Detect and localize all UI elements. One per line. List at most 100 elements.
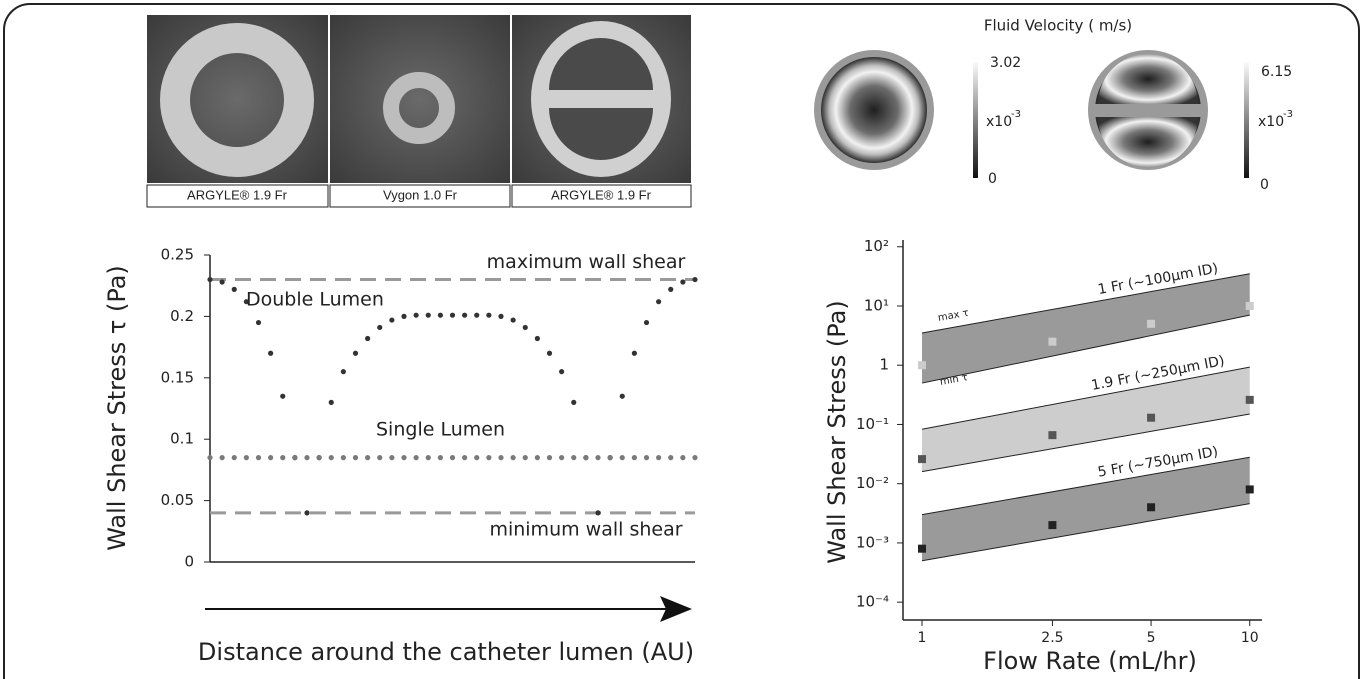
- reference-label: maximum wall shear: [487, 251, 686, 273]
- data-point: [1246, 396, 1254, 404]
- data-point: [1048, 431, 1056, 439]
- data-point: [1246, 302, 1254, 310]
- data-point: [1048, 338, 1056, 346]
- data-point: [304, 510, 309, 515]
- page: ARGYLE® 1.9 Fr Vygon 1.0 Fr ARGYLE® 1.9 …: [0, 0, 1364, 679]
- septum: [1095, 104, 1201, 117]
- data-point: [377, 325, 382, 330]
- photo-caption: ARGYLE® 1.9 Fr: [551, 187, 652, 202]
- data-point: [401, 314, 406, 319]
- data-point: [401, 455, 406, 460]
- data-point: [280, 455, 285, 460]
- data-point: [462, 455, 467, 460]
- data-point: [232, 287, 237, 292]
- data-point: [486, 455, 491, 460]
- y-tick-label: 10¹: [864, 296, 889, 314]
- data-point: [680, 279, 685, 284]
- data-point: [207, 277, 212, 282]
- data-point: [486, 313, 491, 318]
- x-tick-label: 2.5: [1041, 630, 1063, 646]
- data-point: [595, 510, 600, 515]
- data-point: [438, 455, 443, 460]
- data-point: [571, 400, 576, 405]
- data-point: [220, 279, 225, 284]
- data-point: [692, 277, 697, 282]
- colorbar-min: 0: [988, 171, 997, 187]
- data-point: [256, 455, 261, 460]
- photo-caption: Vygon 1.0 Fr: [383, 187, 458, 202]
- y-tick-label: 0.15: [161, 368, 194, 386]
- data-point: [559, 455, 564, 460]
- colorbar-exponent: -3: [1283, 109, 1293, 120]
- data-point: [608, 455, 613, 460]
- y-tick-label: 0: [184, 553, 194, 571]
- data-point: [474, 455, 479, 460]
- data-point: [668, 455, 673, 460]
- colorbar-max: 6.15: [1261, 64, 1292, 80]
- data-point: [353, 351, 358, 356]
- data-point: [353, 455, 358, 460]
- x-axis-label: Distance around the catheter lumen (AU): [198, 638, 694, 666]
- colorbar-min: 0: [1260, 177, 1269, 193]
- y-tick-label: 10⁻³: [856, 533, 889, 551]
- data-point: [389, 317, 394, 322]
- data-point: [341, 369, 346, 374]
- data-point: [632, 351, 637, 356]
- data-point: [918, 455, 926, 463]
- data-point: [280, 394, 285, 399]
- data-point: [244, 455, 249, 460]
- data-point: [644, 455, 649, 460]
- x-tick-label: 10: [1241, 630, 1259, 646]
- y-axis-label: Wall Shear Stress τ (Pa): [103, 265, 131, 551]
- data-point: [414, 313, 419, 318]
- data-point: [329, 400, 334, 405]
- figure: ARGYLE® 1.9 Fr Vygon 1.0 Fr ARGYLE® 1.9 …: [0, 0, 1364, 679]
- y-tick-label: 10⁻²: [856, 474, 889, 492]
- y-tick-label: 0.2: [170, 307, 194, 325]
- data-point: [232, 455, 237, 460]
- data-point: [547, 351, 552, 356]
- x-axis-label: Flow Rate (mL/hr): [983, 647, 1197, 675]
- x-tick-label: 5: [1147, 630, 1156, 646]
- annotation: max τ: [937, 308, 969, 324]
- data-point: [414, 455, 419, 460]
- data-point: [450, 455, 455, 460]
- y-axis-label: Wall Shear Stress (Pa): [823, 300, 851, 564]
- colorbar: [1244, 62, 1249, 178]
- colorbar-max: 3.02: [990, 55, 1021, 71]
- y-tick-label: 10⁻⁴: [856, 593, 889, 611]
- data-point: [1246, 485, 1254, 493]
- data-point: [1147, 414, 1155, 422]
- data-point: [547, 455, 552, 460]
- data-point: [511, 317, 516, 322]
- photo-caption: ARGYLE® 1.9 Fr: [187, 187, 288, 202]
- data-point: [692, 455, 697, 460]
- data-point: [365, 455, 370, 460]
- data-point: [450, 313, 455, 318]
- photo: [330, 15, 510, 183]
- data-point: [535, 336, 540, 341]
- data-point: [620, 394, 625, 399]
- data-point: [1147, 320, 1155, 328]
- data-point: [317, 455, 322, 460]
- y-tick-label: 10⁻¹: [856, 415, 889, 433]
- data-point: [426, 313, 431, 318]
- data-point: [511, 455, 516, 460]
- data-point: [535, 455, 540, 460]
- data-point: [632, 455, 637, 460]
- data-point: [523, 325, 528, 330]
- photos: ARGYLE® 1.9 Fr Vygon 1.0 Fr ARGYLE® 1.9 …: [147, 15, 691, 207]
- x-tick-label: 1: [918, 630, 927, 646]
- colorbar-scale: x10: [986, 114, 1012, 130]
- y-tick-label: 1: [879, 356, 889, 374]
- y-tick-label: 0.25: [161, 246, 194, 264]
- data-point: [462, 313, 467, 318]
- data-point: [571, 455, 576, 460]
- y-tick-label: 0.1: [170, 430, 194, 448]
- data-point: [583, 455, 588, 460]
- data-point: [656, 455, 661, 460]
- data-point: [341, 455, 346, 460]
- velocity-title: Fluid Velocity ( m/s): [984, 17, 1132, 35]
- data-point: [620, 455, 625, 460]
- velocity-field: [821, 57, 927, 163]
